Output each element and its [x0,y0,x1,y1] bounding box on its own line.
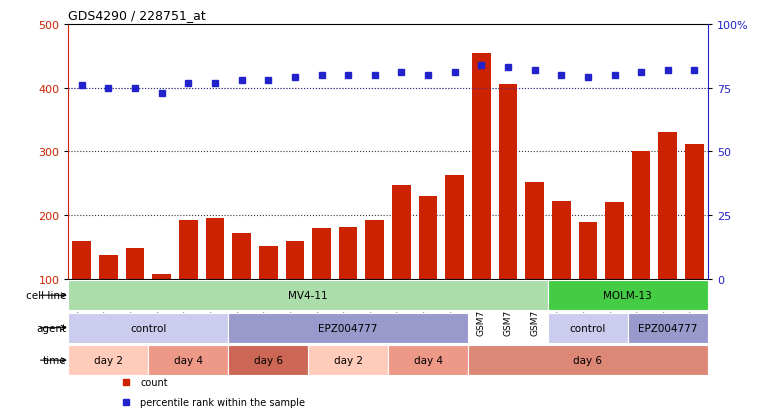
Bar [548,280,708,311]
Bar [468,345,708,375]
Text: day 2: day 2 [94,355,123,365]
Text: GDS4290 / 228751_at: GDS4290 / 228751_at [68,9,206,22]
Bar [99,255,118,279]
Bar [632,152,651,279]
Bar [152,274,171,279]
Text: count: count [140,377,167,387]
Text: time: time [43,355,66,365]
Bar [259,246,278,279]
Text: cell line: cell line [26,290,66,301]
Bar [419,197,438,279]
Text: percentile rank within the sample: percentile rank within the sample [140,397,305,407]
Bar [126,249,145,279]
Bar [472,53,491,279]
Bar [285,241,304,279]
Bar [228,345,308,375]
Text: day 4: day 4 [413,355,443,365]
Bar [658,133,677,279]
Bar [548,313,628,343]
Bar [232,233,251,279]
Bar [205,218,224,279]
Bar [228,313,468,343]
Bar [308,345,388,375]
Text: agent: agent [37,323,66,333]
Bar [388,345,468,375]
Bar [312,228,331,279]
Text: MOLM-13: MOLM-13 [603,290,652,301]
Bar [578,222,597,279]
Text: EPZ004777: EPZ004777 [318,323,378,333]
Bar [148,345,228,375]
Text: day 2: day 2 [333,355,363,365]
Bar [525,183,544,279]
Bar [628,313,708,343]
Text: MV4-11: MV4-11 [288,290,328,301]
Bar [392,185,411,279]
Bar [179,221,198,279]
Bar [365,220,384,279]
Text: control: control [570,323,606,333]
Bar [68,280,548,311]
Text: control: control [130,323,167,333]
Bar [339,227,358,279]
Bar [68,345,148,375]
Bar [685,145,704,279]
Text: day 6: day 6 [573,355,603,365]
Text: day 6: day 6 [253,355,283,365]
Bar [498,85,517,279]
Bar [552,202,571,279]
Bar [605,203,624,279]
Bar [445,176,464,279]
Text: EPZ004777: EPZ004777 [638,323,698,333]
Bar [72,241,91,279]
Bar [68,313,228,343]
Text: day 4: day 4 [174,355,203,365]
